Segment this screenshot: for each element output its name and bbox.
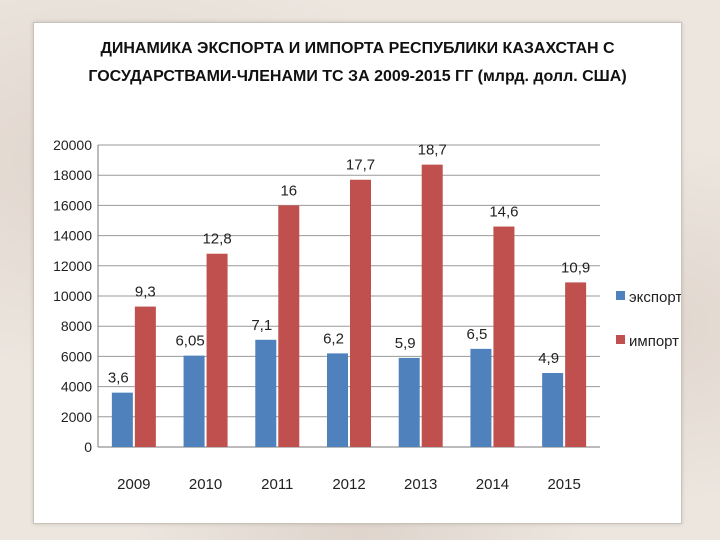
import-data-label: 18,7 [418, 142, 447, 159]
import-data-label: 10,9 [561, 259, 590, 276]
y-tick-label: 4000 [61, 379, 92, 395]
chart-title-line-2: ГОСУДАРСТВАМИ-ЧЛЕНАМИ ТС ЗА 2009-2015 ГГ… [88, 68, 627, 85]
import-data-label: 16 [280, 182, 297, 199]
import-bar [278, 205, 300, 447]
import-data-label: 9,3 [135, 284, 156, 301]
export-data-label: 7,1 [251, 317, 272, 334]
import-data-label: 14,6 [489, 204, 518, 221]
y-tick-label: 0 [84, 439, 92, 455]
import-bar [565, 282, 587, 447]
import-bar [350, 179, 371, 448]
import-bar [134, 306, 156, 447]
x-tick-label: 2014 [476, 476, 509, 493]
export-data-label: 4,9 [538, 350, 559, 367]
export-data-label: 6,05 [175, 333, 204, 350]
import-bar [421, 164, 443, 447]
export-bar [398, 357, 420, 447]
legend-swatch-import [616, 335, 625, 344]
x-tick-label: 2009 [117, 476, 150, 493]
export-bar [111, 392, 133, 447]
export-bar [255, 339, 277, 447]
export-data-label: 5,9 [395, 335, 416, 352]
y-tick-label: 6000 [61, 348, 92, 364]
y-tick-label: 12000 [53, 258, 92, 274]
export-data-label: 6,2 [323, 330, 344, 347]
chart-title: ДИНАМИКА ЭКСПОРТА И ИМПОРТА РЕСПУБЛИКИ К… [34, 35, 681, 91]
import-bar [206, 253, 228, 447]
export-bar [327, 353, 348, 447]
legend-label-export: экспорт [629, 289, 681, 306]
y-tick-label: 2000 [61, 409, 92, 425]
y-tick-label: 14000 [53, 228, 92, 244]
bar-chart: 0 2000 4000 6000 8000 10000 12000 14000 16000 180… [53, 137, 681, 493]
legend-swatch-export [616, 291, 625, 300]
x-tick-label: 2013 [404, 476, 437, 493]
slide-panel: ДИНАМИКА ЭКСПОРТА И ИМПОРТА РЕСПУБЛИКИ К… [33, 22, 682, 524]
x-tick-label: 2010 [189, 476, 222, 493]
x-tick-label: 2011 [261, 476, 293, 493]
chart-title-line-1: ДИНАМИКА ЭКСПОРТА И ИМПОРТА РЕСПУБЛИКИ К… [100, 40, 615, 57]
x-tick-label: 2012 [332, 476, 365, 493]
export-data-label: 6,5 [466, 326, 487, 343]
export-bar [470, 348, 492, 447]
export-bar [183, 355, 205, 447]
import-data-label: 17,7 [346, 157, 375, 174]
y-tick-label: 10000 [53, 288, 92, 304]
y-tick-label: 18000 [53, 167, 92, 183]
y-tick-label: 8000 [61, 318, 92, 334]
x-tick-label: 2015 [547, 476, 580, 493]
legend-label-import: импорт [629, 333, 679, 350]
import-bar [493, 226, 515, 447]
export-bar [542, 373, 564, 447]
y-tick-label: 20000 [53, 137, 92, 153]
import-data-label: 12,8 [202, 231, 231, 248]
export-data-label: 3,6 [108, 370, 129, 387]
y-tick-label: 16000 [53, 197, 92, 213]
